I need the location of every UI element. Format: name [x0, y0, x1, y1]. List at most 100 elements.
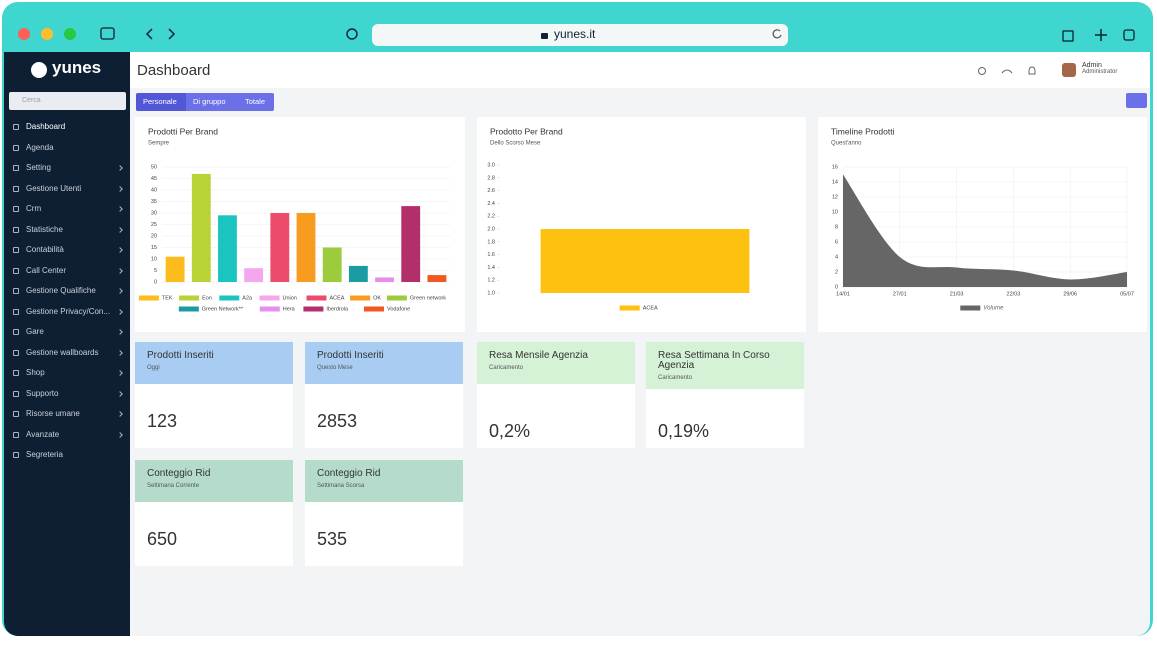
y-tick-label: 2.6 [487, 188, 495, 194]
card-header: Prodotti Inseriti Questo Mese [305, 342, 463, 384]
stat-card: Conteggio Rid Settimana Corrente 650 [135, 460, 293, 566]
zoom-button[interactable] [64, 28, 76, 40]
chart-panel: Prodotti Per Brand Sempre 0 5 10 15 20 25 30 35 40… [135, 117, 465, 332]
new-tab-button[interactable] [1095, 29, 1107, 41]
sidebar-item[interactable]: Gestione Qualifiche [4, 282, 130, 300]
menu-icon [13, 206, 19, 212]
search-box[interactable] [9, 92, 126, 110]
y-tick-label: 2.2 [487, 214, 495, 220]
area [843, 174, 1127, 287]
lock-icon [541, 33, 548, 39]
menu-icon [13, 370, 19, 376]
refresh-button[interactable] [1126, 93, 1147, 108]
stat-card: Resa Settimana In Corso Agenzia Caricamen… [646, 342, 804, 448]
bar [296, 213, 316, 282]
share-button[interactable] [1062, 30, 1074, 42]
legend-swatch [364, 306, 384, 312]
y-tick-label: 20 [151, 233, 157, 239]
sidebar-item[interactable]: Risorse umane [4, 405, 130, 423]
y-tick-label: 5 [154, 268, 157, 274]
menu-icon [13, 124, 19, 130]
legend-swatch [219, 295, 240, 301]
y-tick-label: 2.8 [487, 175, 495, 181]
sidebar-item[interactable]: Avanzate [4, 426, 130, 444]
y-tick-label: 10 [151, 256, 157, 262]
y-tick-label: 0 [835, 284, 838, 290]
menu-label: Gestione wallboards [26, 347, 99, 357]
sidebar-item[interactable]: Segreteria [4, 446, 130, 464]
sidebar-item[interactable]: Setting [4, 159, 130, 177]
active-tab [136, 93, 186, 111]
sidebar-item[interactable]: Shop [4, 364, 130, 382]
menu-icon [13, 288, 19, 294]
legend-swatch [619, 305, 640, 311]
legend-label: Green network [410, 295, 446, 301]
sidebar-item[interactable]: Agenda [4, 139, 130, 157]
tabs-button[interactable] [1123, 29, 1135, 41]
sidebar-item[interactable]: Dashboard [4, 118, 130, 136]
stat-card: Prodotti Inseriti Oggi 123 [135, 342, 293, 448]
legend-label: Green Network** [202, 306, 244, 312]
menu-icon [13, 308, 19, 315]
legend-label: Eon [202, 295, 212, 301]
sidebar-item[interactable]: Contabilità [4, 241, 130, 259]
y-tick-label: 2.4 [487, 201, 495, 207]
minimize-button[interactable] [41, 28, 53, 40]
legend-swatch [960, 305, 981, 311]
bar [191, 173, 211, 282]
legend-label: OK [373, 295, 381, 301]
sidebar-item[interactable]: Gestione Privacy/Con... [4, 303, 130, 321]
chart: Prodotto Per Brand Dello Scorso Mese 1.0 1.… [487, 126, 750, 311]
search-placeholder: Cerca [22, 97, 41, 104]
tab[interactable]: Personale [143, 97, 177, 106]
menu-label: Gestione Qualifiche [26, 286, 96, 295]
sidebar-item[interactable]: Call Center [4, 262, 130, 280]
forward-button[interactable] [168, 28, 176, 40]
card-title: Resa Settimana In Corso Agenzia [658, 350, 770, 371]
header-bar [130, 52, 1150, 88]
tab[interactable]: Di gruppo [193, 97, 226, 106]
sidebar-item[interactable]: Crm [4, 200, 130, 218]
browser-bar: yunes.it [18, 24, 1135, 46]
menu-label: Dashboard [26, 122, 66, 131]
card-value: 535 [317, 529, 348, 549]
close-button[interactable] [18, 28, 30, 40]
legend-label: A2a [242, 295, 253, 301]
y-tick-label: 4 [835, 254, 838, 260]
y-tick-label: 1.8 [487, 239, 495, 245]
tab[interactable]: Totale [245, 97, 266, 106]
url-bar[interactable] [372, 24, 788, 46]
sidebar-item[interactable]: Supporto [4, 385, 130, 403]
menu-icon [13, 452, 19, 458]
card-value: 0,19% [658, 421, 710, 441]
reload-button[interactable] [772, 29, 782, 39]
y-tick-label: 1.0 [487, 290, 495, 296]
phone-icon[interactable] [1001, 69, 1013, 74]
legend-label: Vodafone [387, 306, 410, 312]
y-tick-label: 16 [832, 164, 838, 170]
submenu-arrow [117, 206, 123, 212]
x-tick-label: 21/03 [950, 291, 964, 297]
legend-swatch [138, 295, 159, 301]
y-tick-label: 15 [151, 245, 157, 251]
bar [375, 277, 394, 282]
sidebar-item[interactable]: Gestione wallboards [4, 344, 130, 362]
bell-icon[interactable] [1028, 66, 1036, 75]
y-tick-label: 2 [835, 269, 838, 275]
avatar[interactable] [1062, 63, 1076, 77]
sidebar-toggle[interactable] [100, 27, 115, 40]
menu-label: Risorse umane [26, 409, 80, 418]
menu-label: Segreteria [26, 450, 63, 459]
sidebar-item[interactable]: Statistiche [4, 221, 130, 239]
submenu-arrow [117, 185, 123, 192]
card-title: Prodotti Inseriti [147, 350, 214, 361]
sidebar-item[interactable]: Gestione Utenti [4, 180, 130, 198]
menu-label: Statistiche [26, 224, 63, 234]
menu-icon [13, 267, 19, 274]
back-button[interactable] [145, 28, 153, 40]
card-value: 123 [147, 411, 178, 431]
legend-swatch [303, 306, 324, 312]
settings-icon[interactable] [978, 67, 986, 75]
sidebar-item[interactable]: Gare [4, 323, 130, 341]
logo: yunes [52, 58, 102, 77]
